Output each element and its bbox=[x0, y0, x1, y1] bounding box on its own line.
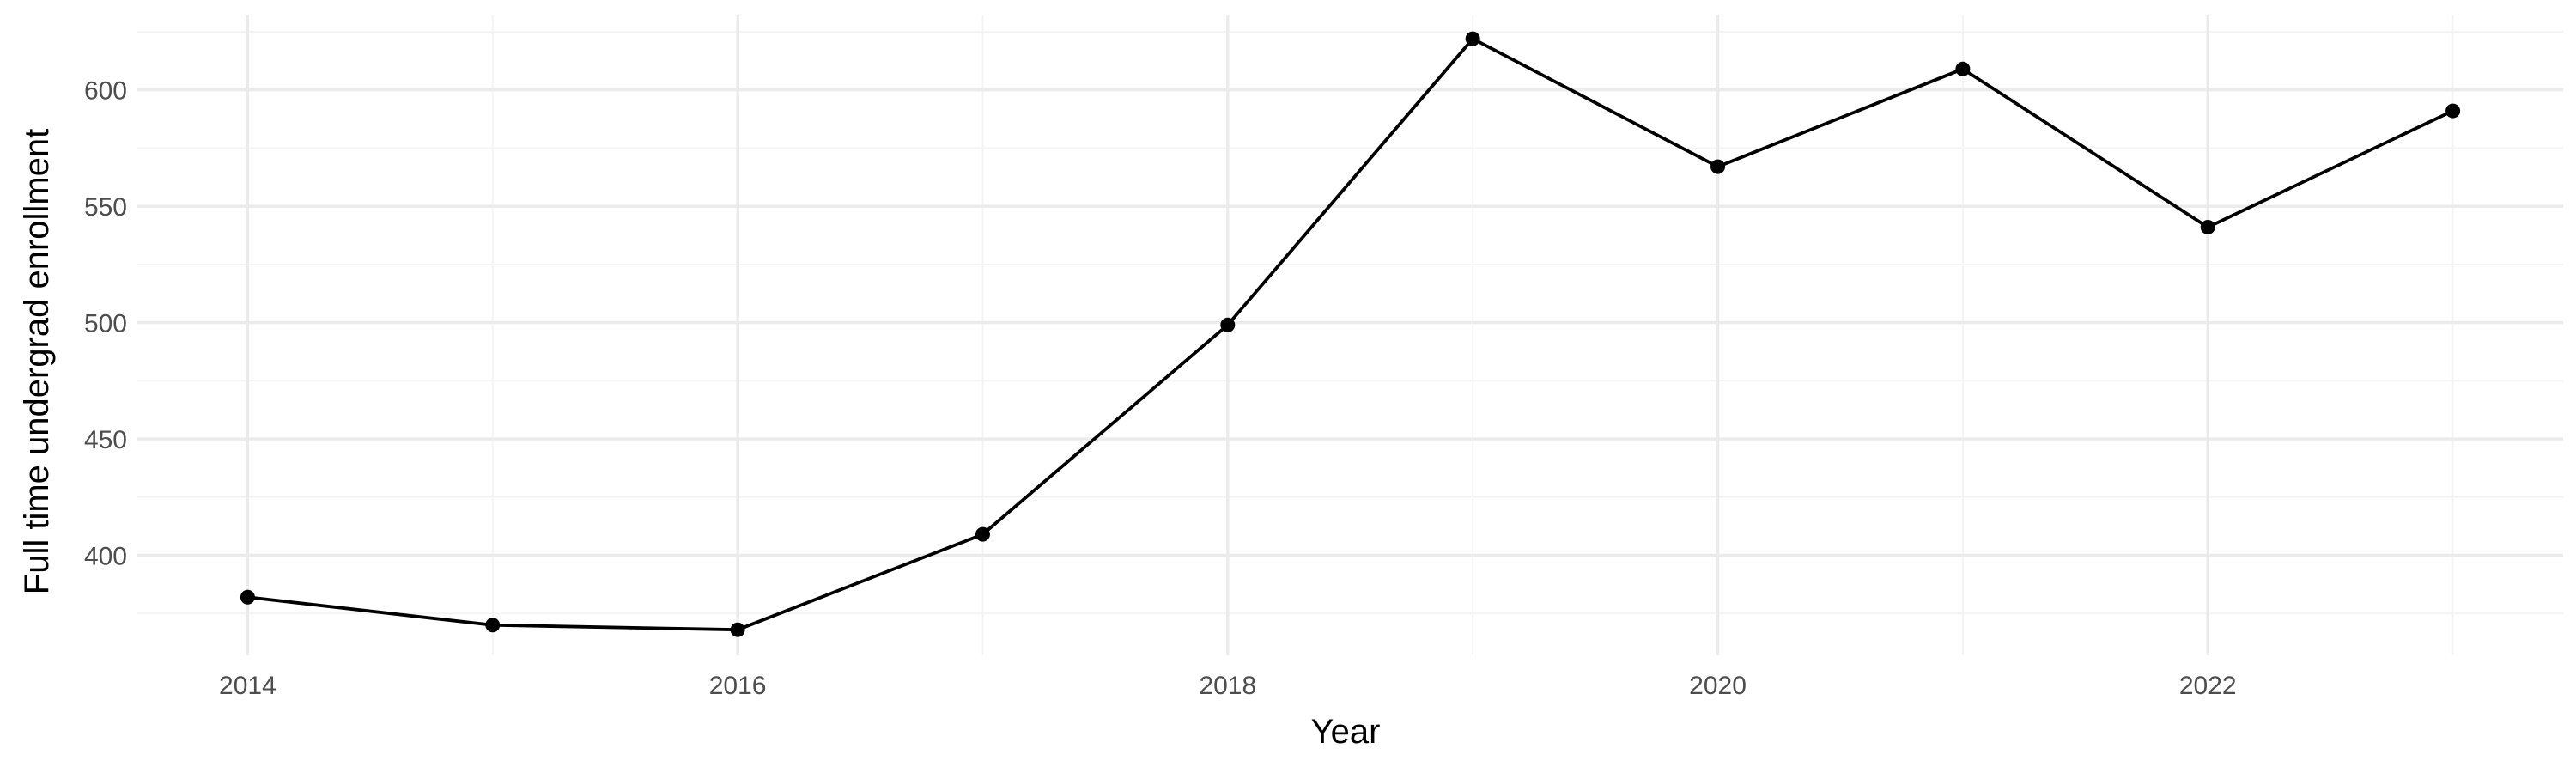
data-point bbox=[2445, 103, 2461, 119]
data-point bbox=[730, 622, 745, 637]
data-point bbox=[2200, 220, 2215, 235]
y-tick-label: 450 bbox=[84, 426, 127, 454]
data-point bbox=[975, 526, 990, 542]
data-point bbox=[1955, 61, 1971, 76]
x-axis-title: Year bbox=[1311, 713, 1381, 751]
y-tick-label: 550 bbox=[84, 193, 127, 222]
x-tick-label: 2020 bbox=[1689, 672, 1747, 700]
major-y-gridlines bbox=[137, 88, 2563, 557]
data-point bbox=[1220, 317, 1236, 332]
minor-y-gridlines bbox=[137, 31, 2563, 615]
x-tick-label: 2022 bbox=[2179, 672, 2237, 700]
data-point bbox=[240, 589, 255, 605]
minor-x-gridlines bbox=[491, 15, 2454, 655]
y-axis-title: Full time undergrad enrollment bbox=[18, 129, 56, 594]
data-point bbox=[485, 618, 501, 633]
data-point bbox=[1465, 31, 1480, 46]
x-axis-tick-labels: 2014 2016 2018 2020 2022 bbox=[219, 672, 2237, 700]
y-tick-label: 600 bbox=[84, 77, 127, 106]
major-x-gridlines bbox=[246, 15, 2209, 655]
y-tick-label: 400 bbox=[84, 543, 127, 571]
data-point bbox=[1710, 159, 1726, 174]
x-tick-label: 2018 bbox=[1199, 672, 1256, 700]
x-tick-label: 2016 bbox=[709, 672, 767, 700]
series-layer bbox=[240, 31, 2461, 637]
series-line bbox=[247, 37, 2454, 632]
y-tick-label: 500 bbox=[84, 310, 127, 338]
y-axis-tick-labels: 400 450 500 550 600 bbox=[84, 77, 127, 571]
x-tick-label: 2014 bbox=[219, 672, 276, 700]
